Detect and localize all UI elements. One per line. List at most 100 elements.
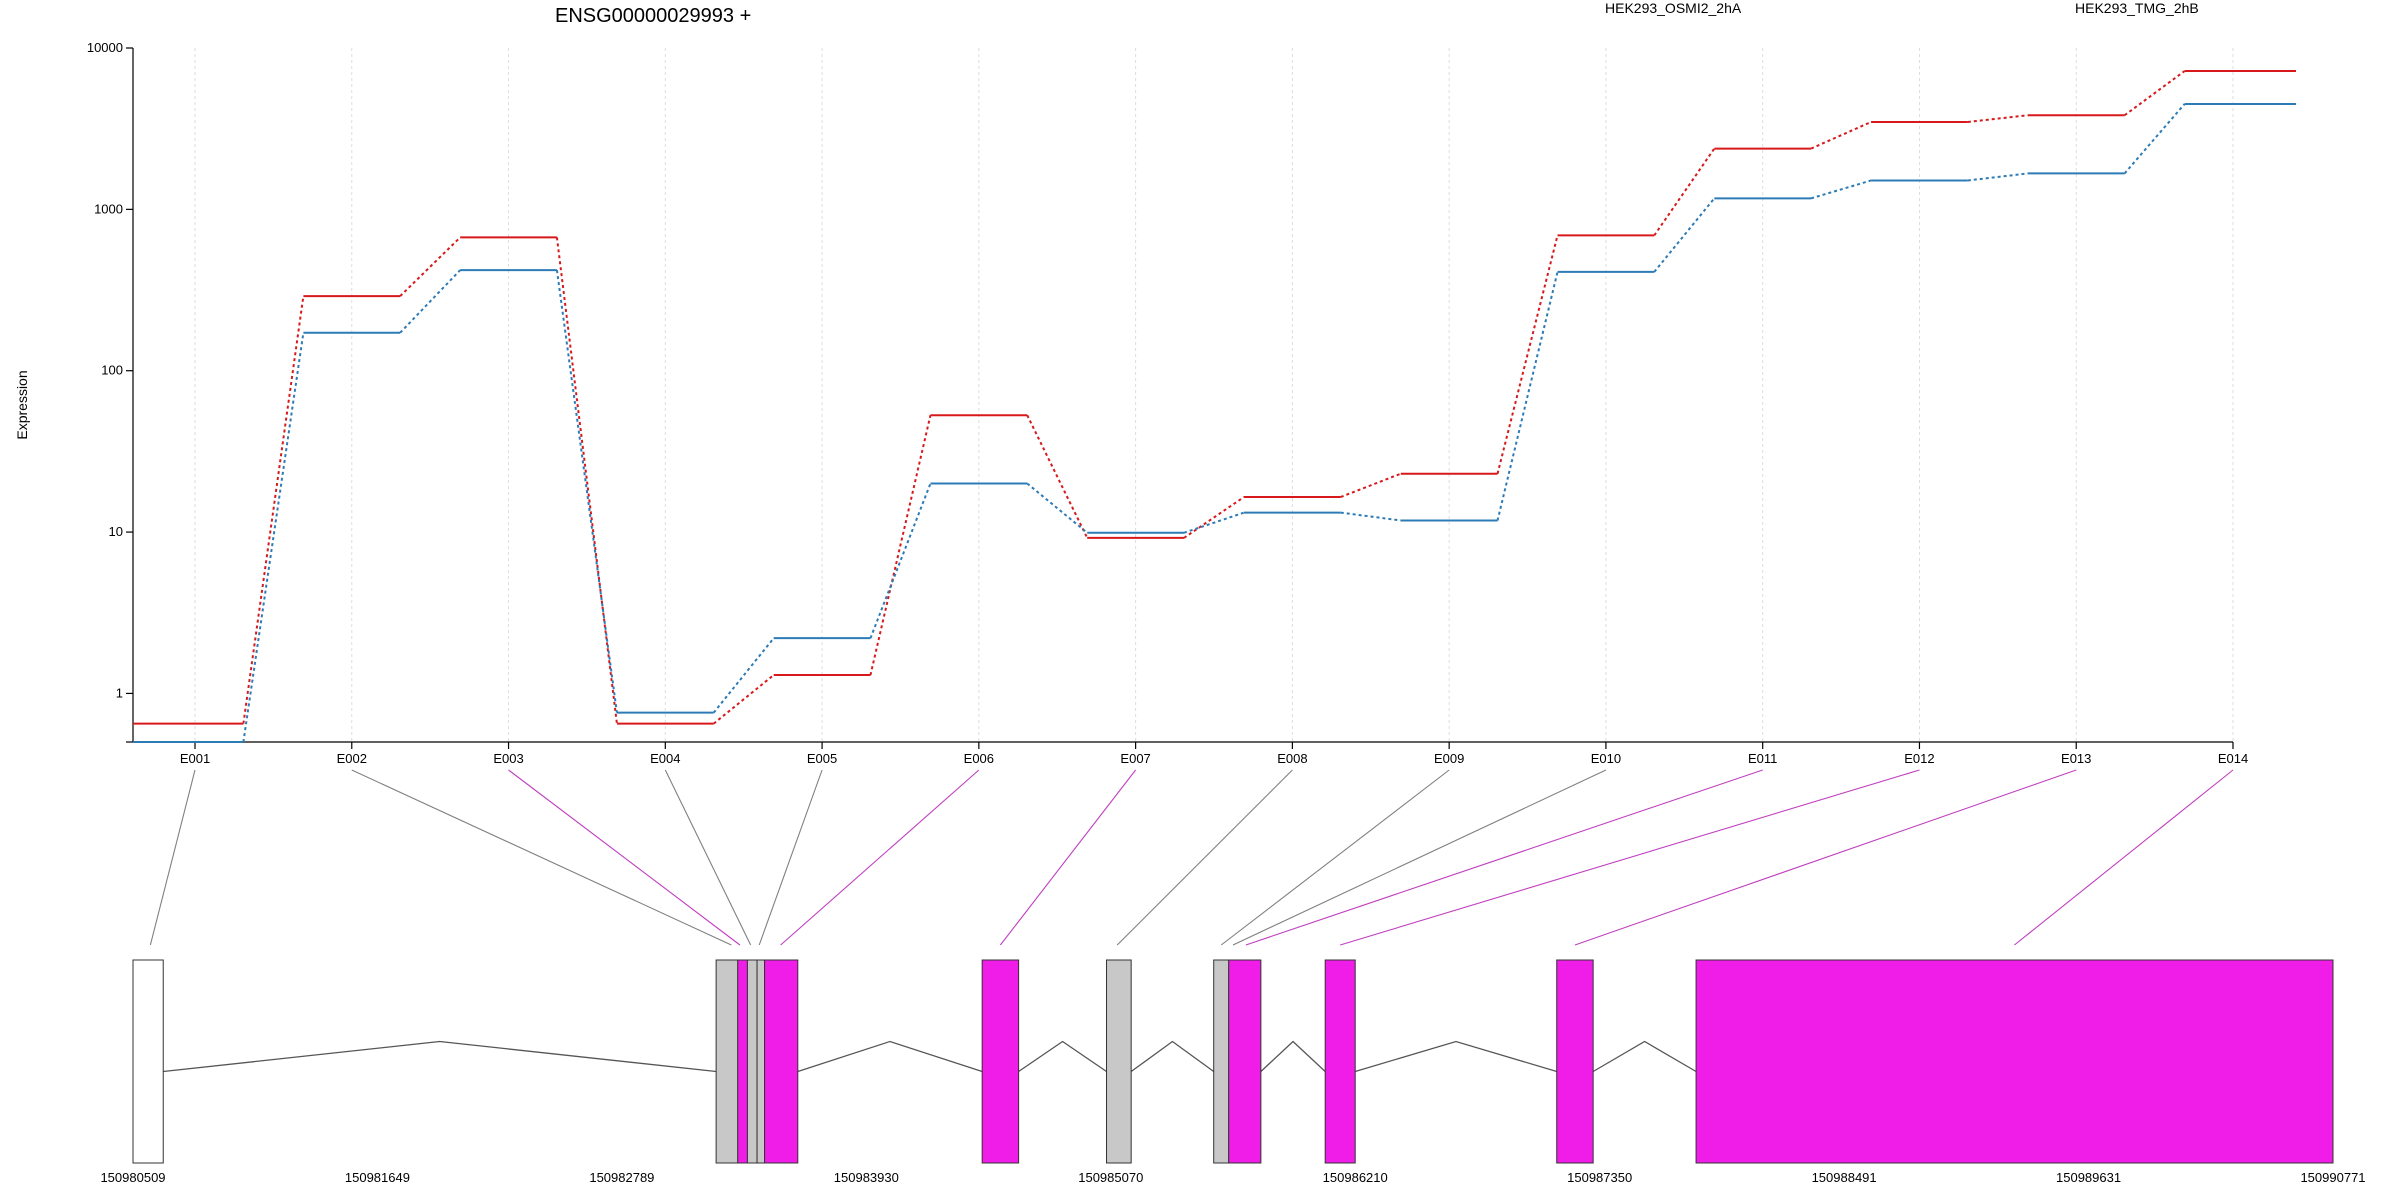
- transition-segment: [1496, 271, 1559, 521]
- transition-segment: [2124, 70, 2186, 117]
- transition-segment: [555, 270, 618, 713]
- transition-segment: [242, 332, 305, 743]
- transition-segment: [1340, 472, 1402, 498]
- y-tick-label: 10000: [87, 40, 123, 55]
- exon-box: [746, 959, 758, 1164]
- y-tick-label: 10: [109, 524, 123, 539]
- legend-series-2: HEK293_TMG_2hB: [2075, 0, 2199, 16]
- transition-segment: [2123, 103, 2186, 175]
- transition-segment: [869, 414, 932, 676]
- transition-segment: [1026, 414, 1089, 539]
- x-tick-label: E011: [1748, 751, 1777, 766]
- x-tick-label: E005: [807, 751, 837, 766]
- exon-box: [132, 959, 164, 1164]
- transition-segment: [869, 483, 932, 639]
- coordinate-label: 150983930: [834, 1170, 899, 1185]
- transition-segment: [242, 295, 305, 724]
- exon-link: [2014, 769, 2234, 946]
- exon-link: [999, 769, 1137, 946]
- transition-segment: [1183, 496, 1245, 539]
- exon-box: [737, 959, 748, 1164]
- coordinate-label: 150986210: [1323, 1170, 1388, 1185]
- x-tick-label: E013: [2061, 751, 2091, 766]
- exon-box: [715, 959, 739, 1164]
- intron-connector: [1355, 1040, 1557, 1073]
- x-tick-label: E001: [180, 751, 210, 766]
- exon-link: [1116, 769, 1293, 946]
- transition-segment: [1496, 235, 1559, 474]
- transition-segment: [399, 236, 461, 297]
- y-axis-label: Expression: [14, 370, 30, 439]
- transition-segment: [1967, 114, 2028, 123]
- y-tick-label: 1: [116, 685, 123, 700]
- transition-segment: [1183, 511, 1245, 534]
- exon-link-lines: [149, 769, 2234, 946]
- exon-link: [351, 769, 732, 946]
- chart-title: ENSG00000029993 +: [555, 5, 751, 27]
- coordinate-label: 150981649: [345, 1170, 410, 1185]
- x-tick-label: E012: [1904, 751, 1934, 766]
- exon-link: [1232, 769, 1607, 946]
- coordinate-label: 150987350: [1567, 1170, 1632, 1185]
- exon-link: [149, 769, 196, 946]
- x-tick-label: E008: [1277, 751, 1307, 766]
- exon-box: [1213, 959, 1230, 1164]
- coordinate-label: 150985070: [1078, 1170, 1143, 1185]
- y-tick-label: 100: [101, 363, 123, 378]
- series-line-2: [133, 102, 2296, 743]
- transition-segment: [555, 237, 618, 724]
- transition-segment: [1026, 482, 1088, 534]
- transition-segment: [712, 637, 775, 714]
- exon-link: [508, 769, 741, 946]
- transition-segment: [1653, 148, 1716, 236]
- exon-box: [981, 959, 1020, 1164]
- intron-connector: [1130, 1040, 1215, 1073]
- transition-segment: [1810, 121, 1872, 150]
- exon-box: [756, 959, 766, 1164]
- coordinate-label: 150988491: [1812, 1170, 1877, 1185]
- exon-box: [1106, 959, 1132, 1164]
- legend-series-1: HEK293_OSMI2_2hA: [1605, 0, 1742, 16]
- exon-link: [758, 769, 823, 946]
- coordinate-label: 150982789: [589, 1170, 654, 1185]
- exon-box: [1695, 959, 2334, 1164]
- intron-connector: [1592, 1040, 1697, 1073]
- series-line-1: [133, 70, 2296, 725]
- coordinate-label: 150980509: [100, 1170, 165, 1185]
- intron-connector: [1260, 1040, 1326, 1072]
- exon-box: [764, 959, 799, 1164]
- x-tick-label: E002: [337, 751, 367, 766]
- x-tick-label: E014: [2218, 751, 2248, 766]
- exon-link: [1574, 769, 2077, 946]
- x-tick-label: E009: [1434, 751, 1464, 766]
- exon-link: [1340, 769, 1920, 946]
- axes: 1 10 100 1000 10000 E001 E002 E003 E004 E005 E006 E…: [87, 40, 2248, 766]
- transition-segment: [1810, 179, 1872, 200]
- intron-connector: [797, 1040, 983, 1073]
- intron-connector: [163, 1040, 717, 1073]
- transition-segment: [1340, 511, 1401, 522]
- x-tick-label: E010: [1591, 751, 1621, 766]
- exon-link: [780, 769, 980, 946]
- transition-segment: [399, 269, 461, 334]
- series-lines: [133, 70, 2296, 743]
- grid-lines: [194, 48, 2234, 742]
- x-tick-label: E006: [964, 751, 994, 766]
- x-tick-label: E003: [493, 751, 523, 766]
- intron-connector: [1018, 1040, 1107, 1073]
- exon-link: [664, 769, 752, 946]
- y-tick-label: 1000: [94, 201, 123, 216]
- x-tick-label: E004: [650, 751, 680, 766]
- x-tick-label: E007: [1120, 751, 1150, 766]
- transition-segment: [713, 674, 775, 725]
- exon-box: [1324, 959, 1356, 1164]
- exon-box: [1556, 959, 1594, 1164]
- exon-link: [1220, 769, 1450, 946]
- transition-segment: [1967, 172, 2028, 182]
- transition-segment: [1653, 197, 1716, 273]
- coordinate-label: 150989631: [2056, 1170, 2121, 1185]
- coordinate-label: 150990771: [2300, 1170, 2365, 1185]
- exon-link: [1245, 769, 1763, 946]
- gene-model: 150980509 150981649 150982789 150983930 1509…: [100, 959, 2366, 1185]
